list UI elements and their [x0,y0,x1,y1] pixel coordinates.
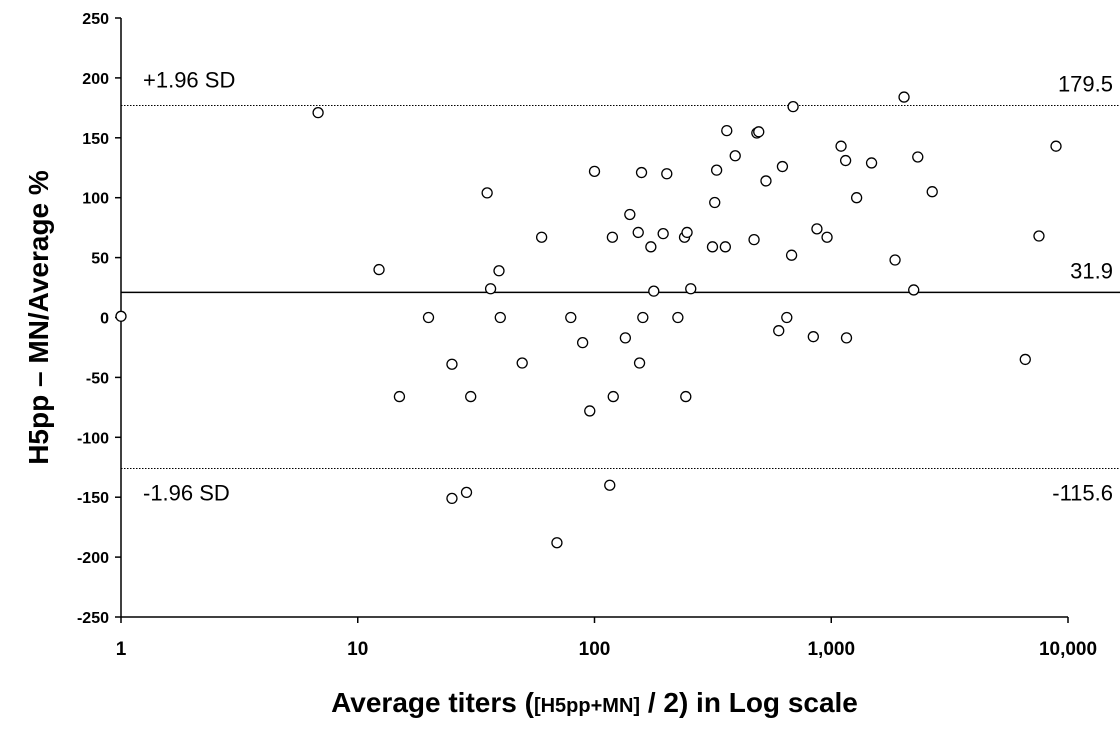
data-point [787,101,799,113]
data-point [807,331,819,343]
data-point [926,186,938,198]
data-point [908,284,920,296]
data-point [393,390,406,403]
data-point [1050,140,1062,152]
data-point [710,164,723,176]
data-point [635,166,648,179]
data-point [493,265,505,277]
data-point [422,311,435,324]
y-tick-label: -200 [77,550,109,567]
data-point [681,226,693,239]
sd-limit-label: +1.96 SD [143,67,235,92]
data-point [706,241,719,253]
data-point [781,311,793,324]
data-point [465,390,477,403]
data-point [785,249,798,261]
data-point [648,285,660,297]
data-point [576,337,589,349]
data-point [584,405,596,417]
data-point [753,126,765,138]
reference-value-label: 179.5 [1058,71,1113,96]
data-point [721,124,733,137]
data-point [719,241,731,253]
data-point [709,196,721,209]
data-point [1019,353,1031,366]
data-point [588,165,601,177]
data-point [912,151,924,163]
x-axis-title: Average titers ([H5pp+MN] / 2) in Log sc… [331,687,858,718]
data-point [680,390,692,403]
data-point [565,311,577,324]
x-tick-label: 100 [579,639,611,660]
sd-limit-label: -1.96 SD [143,480,230,505]
x-axis-title-part-1: Average titers ( [331,687,534,718]
data-point [850,192,863,204]
reference-value-label: -115.6 [1052,480,1113,505]
x-tick-label: 10,000 [1039,639,1097,660]
data-point [535,231,548,243]
data-point [637,311,649,324]
data-point [821,231,833,243]
data-point [446,492,458,505]
data-point [773,325,785,337]
data-point [633,357,646,369]
y-tick-label: -100 [77,430,109,447]
data-point [632,226,644,239]
data-point [494,311,506,324]
data-point [835,140,847,152]
data-points [115,91,1062,549]
axes [120,18,1068,618]
data-point [624,208,636,221]
data-point [889,254,901,266]
y-tick-label: -50 [86,370,109,387]
data-point [312,106,324,119]
data-point [1033,230,1045,242]
data-point [446,358,458,370]
y-tick-label: 200 [82,71,109,88]
y-tick-label: 0 [100,311,109,328]
y-tick-label: -150 [77,490,109,507]
reference-lines: +1.96 SD 179.5 31.9 -1.96 SD -115.6 [121,67,1120,505]
data-point [516,357,528,369]
data-point [619,332,632,344]
data-point [685,283,697,295]
y-tick-label: 50 [91,251,109,268]
data-point [748,233,760,246]
data-point [604,479,616,491]
data-point [551,537,563,549]
data-point [657,227,669,240]
data-point [607,390,619,403]
data-point [898,91,910,103]
data-point [661,168,673,180]
x-axis-title-part-2: [H5pp+MN] [534,695,640,717]
data-point [484,283,497,295]
y-tick-label: 250 [82,11,109,28]
data-point [481,187,493,199]
reference-value-label: 31.9 [1070,258,1113,283]
data-point [839,154,852,167]
x-tick-label: 1,000 [807,639,855,660]
data-point [606,231,619,243]
y-tick-label: -250 [77,610,109,627]
data-point [865,157,878,169]
x-tick-label: 10 [347,639,368,660]
data-point [760,175,772,187]
y-tick-label: 100 [82,191,109,208]
data-point [811,223,823,235]
data-point [729,150,741,162]
data-point [460,486,473,499]
data-point [115,310,127,322]
data-point [776,160,789,173]
y-axis-ticks: 250 200 150 100 50 0 -50 -100 -150 -200 -250 [77,11,121,627]
x-axis-ticks: 1 10 100 1,000 10,000 [116,617,1097,660]
data-point [373,263,385,276]
data-point [840,332,853,344]
x-tick-label: 1 [116,639,127,660]
y-tick-label: 150 [82,131,109,148]
x-axis-title-part-3: / 2) in Log scale [640,687,858,718]
data-point [672,311,684,324]
data-point [645,241,657,253]
y-axis-title: H5pp – MN/Average % [23,170,54,465]
